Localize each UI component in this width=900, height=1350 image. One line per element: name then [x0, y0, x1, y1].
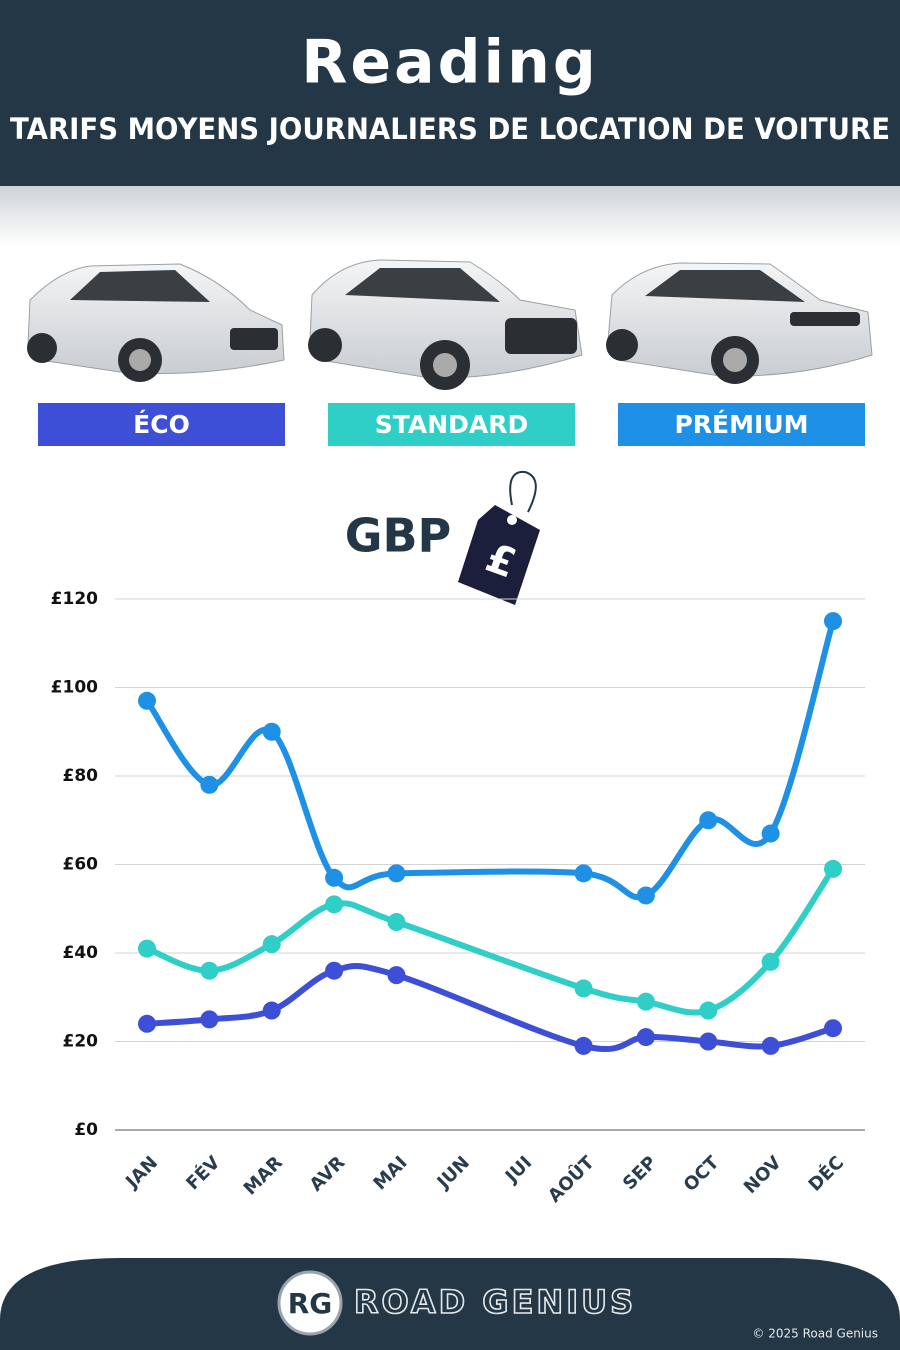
data-point	[824, 859, 842, 878]
car-eco	[27, 263, 285, 382]
series-line	[144, 962, 836, 1053]
car-standard	[308, 259, 583, 390]
y-tick-label: £60	[63, 855, 99, 875]
header-shadow	[0, 186, 900, 246]
x-tick-label: AVR	[306, 1152, 350, 1196]
header-band	[0, 0, 900, 186]
y-tick-label: £20	[63, 1032, 99, 1052]
data-point	[574, 1036, 593, 1055]
data-point	[262, 722, 281, 741]
data-point	[262, 935, 281, 954]
data-point	[761, 952, 780, 971]
data-point	[325, 961, 344, 980]
data-point	[824, 1019, 842, 1038]
logo: RG	[288, 1287, 333, 1320]
y-tick-label: £0	[74, 1120, 98, 1140]
car-premium	[606, 262, 873, 384]
data-point	[325, 868, 344, 887]
legend-swatch	[618, 403, 865, 446]
data-point	[138, 939, 156, 958]
x-tick-label: MAI	[369, 1152, 411, 1194]
series-line	[144, 618, 836, 901]
data-point	[636, 992, 655, 1011]
data-point	[200, 961, 219, 980]
data-point	[138, 1014, 156, 1033]
x-tick-label: JAN	[121, 1152, 163, 1194]
title: Reading	[301, 28, 599, 98]
legend-label: PRÉMIUM	[674, 410, 808, 439]
x-tick-label: MAR	[240, 1152, 287, 1199]
x-tick-label: OCT	[680, 1152, 724, 1196]
data-point	[325, 895, 344, 914]
data-point	[699, 1001, 718, 1020]
x-tick-label: FÉV	[182, 1151, 225, 1194]
data-point	[574, 864, 593, 883]
legend-swatch	[38, 403, 285, 446]
data-point	[636, 886, 655, 905]
brand: ROAD GENIUS	[354, 1283, 636, 1321]
copyright: © 2025 Road Genius	[752, 1327, 878, 1341]
series-line	[144, 865, 836, 1016]
data-point	[387, 913, 406, 932]
data-point	[387, 864, 406, 883]
x-tick-label: AOÛT	[543, 1151, 599, 1207]
legend-label: ÉCO	[133, 410, 190, 439]
legend-label: STANDARD	[375, 410, 529, 439]
x-tick-label: DÉC	[804, 1152, 848, 1196]
x-tick-label: JUI	[500, 1152, 536, 1188]
y-tick-label: £120	[51, 589, 98, 609]
logo-circle	[277, 1270, 343, 1336]
data-point	[761, 824, 780, 843]
price-tag: £	[458, 470, 540, 605]
y-tick-label: £100	[51, 678, 98, 698]
y-tick-label: £80	[63, 766, 99, 786]
data-point	[200, 775, 219, 794]
data-point	[138, 691, 156, 710]
legend-swatch	[328, 403, 575, 446]
data-point	[699, 1032, 718, 1051]
subtitle: TARIFS MOYENS JOURNALIERS DE LOCATION DE…	[10, 112, 890, 146]
y-tick-label: £40	[63, 943, 99, 963]
data-point	[761, 1036, 780, 1055]
currency-label: GBP	[345, 509, 452, 563]
plot: £0 £20 £40 £60 £80 £100 £120 JAN FÉV MAR AVR MAI JUN…	[51, 589, 865, 1207]
x-tick-label: JUN	[432, 1152, 474, 1194]
data-point	[387, 966, 406, 985]
data-point	[824, 612, 842, 631]
legend: ÉCO STANDARD PRÉMIUM	[38, 403, 865, 446]
data-point	[699, 811, 718, 830]
data-point	[262, 1001, 281, 1020]
x-tick-label: NOV	[740, 1152, 786, 1198]
data-point	[200, 1010, 219, 1029]
data-point	[574, 979, 593, 998]
x-tick-label: SEP	[619, 1152, 661, 1194]
footer-band	[0, 1258, 900, 1350]
data-point	[636, 1028, 655, 1047]
